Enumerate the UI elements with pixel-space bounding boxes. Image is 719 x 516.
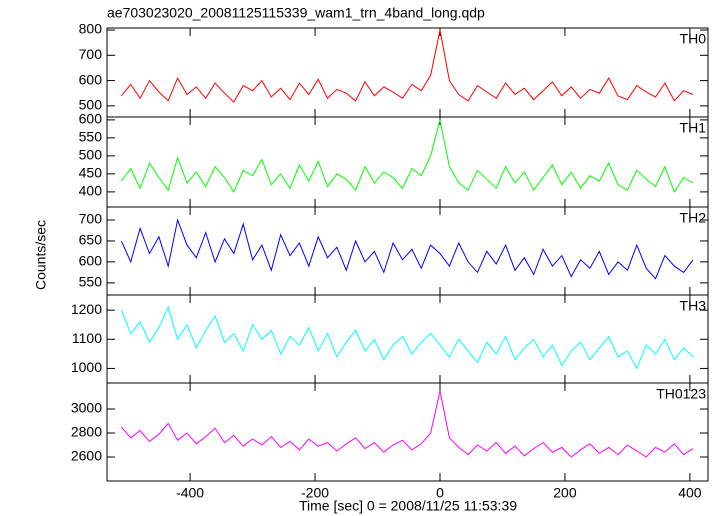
- series-label: TH2: [680, 210, 707, 226]
- series-label: TH1: [680, 120, 707, 136]
- y-tick-label: 600: [79, 253, 103, 269]
- y-tick-label: 500: [79, 147, 103, 163]
- y-tick-label: 400: [79, 183, 103, 199]
- x-axis-label: Time [sec] 0 = 2008/11/25 11:53:39: [299, 498, 517, 514]
- plot-frame: [106, 27, 709, 118]
- x-tick-label: -400: [176, 485, 204, 501]
- plot-frame: [106, 206, 709, 296]
- chart-title: ae703023020_20081125115339_wam1_trn_4ban…: [107, 5, 485, 21]
- y-tick-label: 1200: [71, 301, 102, 317]
- y-axis-label: Counts/sec: [33, 220, 49, 290]
- y-tick-label: 1100: [72, 330, 102, 346]
- data-line: [120, 218, 694, 280]
- y-tick-label: 600: [79, 71, 103, 87]
- y-tick-label: 1000: [71, 359, 102, 375]
- x-tick-label: 400: [678, 485, 702, 501]
- y-tick-label: 3000: [71, 400, 102, 416]
- y-tick-label: 2800: [71, 424, 102, 440]
- y-tick-label: 450: [79, 165, 103, 181]
- y-tick-label: 700: [79, 211, 103, 227]
- y-tick-label: 650: [79, 232, 103, 248]
- y-tick-label: 700: [79, 46, 103, 62]
- y-tick-label: 550: [79, 274, 103, 290]
- plot-frame: [106, 382, 709, 482]
- y-tick-label: 2600: [71, 448, 102, 464]
- x-tick-label: 200: [553, 485, 577, 501]
- x-tick-label: 0: [436, 485, 444, 501]
- series-label: TH0: [680, 31, 707, 47]
- plot-frame: [106, 116, 709, 208]
- data-line: [121, 390, 694, 458]
- x-tick-label: -200: [301, 485, 329, 501]
- plot-frame: [106, 294, 709, 384]
- series-label: TH0123: [656, 386, 706, 402]
- y-tick-label: 800: [79, 21, 103, 37]
- y-tick-label: 550: [79, 129, 103, 145]
- data-line: [120, 119, 694, 194]
- series-label: TH3: [680, 298, 707, 314]
- y-tick-label: 500: [79, 97, 103, 113]
- y-tick-label: 600: [79, 111, 103, 127]
- data-line: [120, 305, 694, 370]
- data-line: [121, 29, 694, 103]
